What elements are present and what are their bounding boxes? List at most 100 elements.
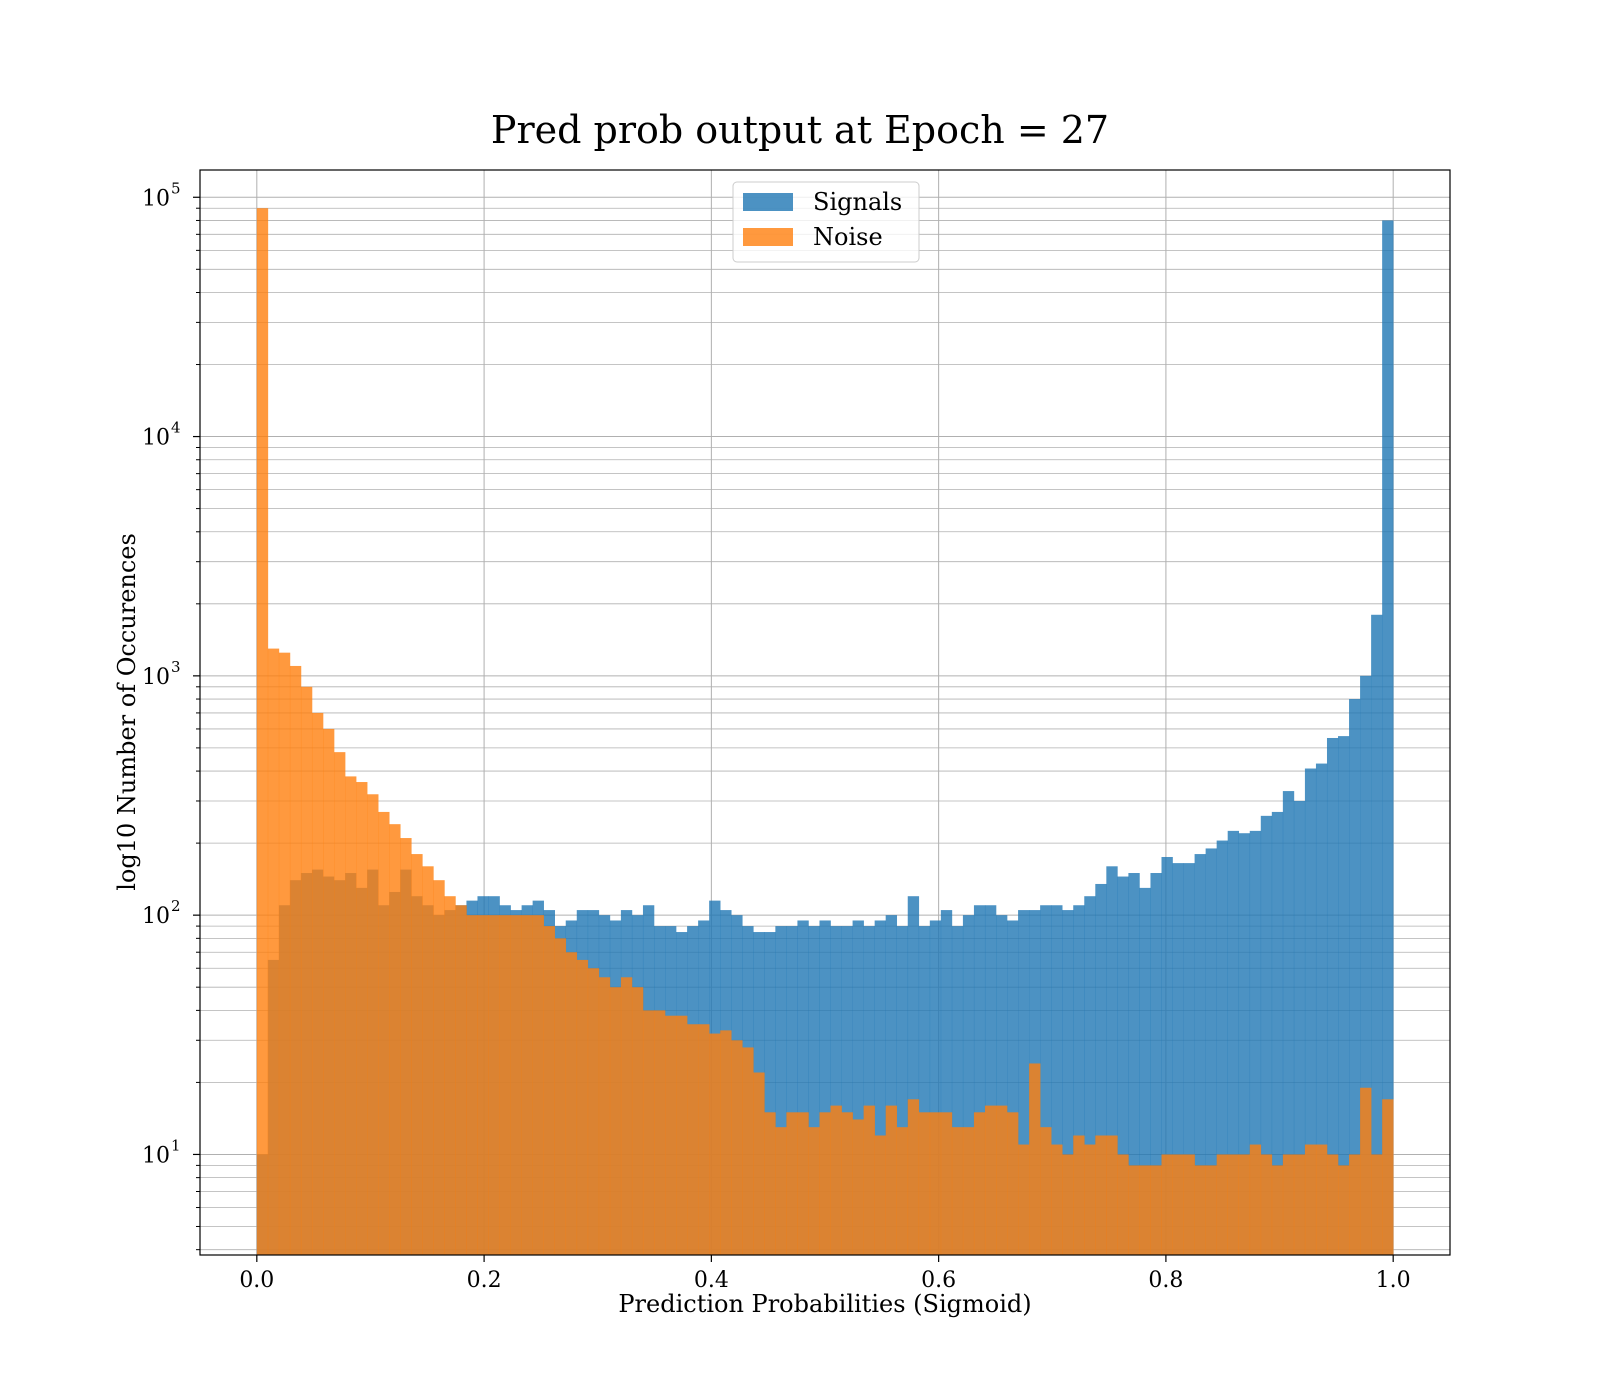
histogram-bar — [356, 782, 368, 1255]
histogram-bar — [1260, 1154, 1273, 1255]
legend-label-noise: Noise — [813, 223, 883, 251]
histogram-bar — [830, 926, 842, 1255]
histogram-bar — [1051, 905, 1063, 1255]
histogram-bar — [256, 208, 269, 1255]
histogram-bar — [1304, 1144, 1317, 1255]
legend-label-signals: Signals — [813, 188, 902, 216]
histogram-bar — [940, 1112, 953, 1255]
histogram-bar — [1249, 1144, 1262, 1255]
histogram-bar — [962, 915, 975, 1255]
histogram-bar — [764, 1112, 776, 1255]
histogram-bar — [587, 968, 600, 1255]
histogram-bar — [1293, 1154, 1306, 1255]
histogram-bar — [543, 926, 555, 1255]
histogram-bar — [852, 920, 864, 1255]
histogram-bar — [278, 652, 291, 1255]
histogram-bar — [631, 987, 644, 1255]
histogram-bar — [1051, 1144, 1063, 1255]
legend-swatch-noise — [743, 228, 793, 246]
histogram-bar — [907, 896, 920, 1255]
histogram-bar — [1073, 905, 1085, 1255]
histogram-bar — [885, 915, 898, 1255]
y-tick-label: 10 — [142, 426, 170, 451]
histogram-bar — [323, 728, 335, 1255]
histogram-bar — [830, 1105, 842, 1255]
histogram-bar — [731, 1040, 743, 1255]
histogram-bar — [300, 686, 313, 1255]
histogram-bar — [709, 1033, 721, 1255]
histogram-bar — [1194, 854, 1206, 1255]
histogram-bar — [334, 752, 346, 1255]
histogram-bar — [400, 838, 412, 1255]
histogram-bar — [1018, 910, 1030, 1255]
histogram-bar — [1360, 1087, 1372, 1255]
histogram-bar — [808, 1127, 820, 1255]
histogram-bar — [1106, 1135, 1118, 1255]
histogram-bar — [1007, 1112, 1019, 1255]
histogram-bar — [1227, 1154, 1240, 1255]
histogram-bar — [510, 915, 522, 1255]
histogram-bar — [918, 926, 931, 1255]
histogram-bar — [996, 915, 1008, 1255]
histogram-bar — [565, 952, 578, 1255]
histogram-bar — [797, 920, 809, 1255]
histogram-bar — [742, 1047, 754, 1255]
histogram-bar — [1150, 1165, 1162, 1255]
histogram-bar — [720, 1030, 732, 1255]
histogram-bar — [698, 1024, 710, 1255]
histogram-bar — [598, 977, 611, 1255]
histogram-bar — [1128, 1165, 1140, 1255]
histogram-bar — [1106, 866, 1118, 1255]
histogram-bar — [422, 866, 434, 1255]
histogram-bar — [521, 915, 533, 1255]
histogram-bar — [852, 1119, 864, 1255]
histogram-bar — [1150, 873, 1162, 1255]
histogram-bar — [808, 926, 820, 1255]
legend: Signals Noise — [732, 181, 920, 263]
histogram-bar — [951, 926, 964, 1255]
histogram-bar — [918, 1112, 931, 1255]
histogram-bar — [378, 811, 390, 1255]
histogram-bar — [576, 959, 589, 1255]
histogram-bar — [1249, 830, 1262, 1255]
histogram-bar — [1062, 910, 1074, 1255]
y-tick-exponent: 5 — [171, 179, 181, 197]
histogram-bar — [676, 1015, 688, 1255]
histogram-bar — [1172, 863, 1184, 1255]
histogram-bar — [896, 926, 909, 1255]
histogram-bar — [433, 880, 445, 1255]
histogram-bar — [1095, 1135, 1107, 1255]
histogram-bar — [1095, 883, 1107, 1255]
histogram-bar — [1227, 830, 1240, 1255]
histogram-bar — [962, 1127, 975, 1255]
histogram-bar — [1326, 737, 1339, 1255]
histogram-bar — [775, 926, 787, 1255]
histogram-bar — [896, 1127, 909, 1255]
histogram-bar — [1338, 736, 1350, 1255]
histogram-bar — [1326, 1154, 1339, 1255]
histogram-bar — [1084, 1144, 1096, 1255]
histogram-bar — [444, 896, 456, 1255]
legend-swatch-signals — [743, 193, 793, 211]
histogram-bar — [1205, 1165, 1217, 1255]
histogram-bar — [841, 926, 853, 1255]
histogram-bar — [411, 854, 423, 1255]
histogram-bar — [797, 1112, 809, 1255]
y-tick-exponent: 1 — [171, 1136, 181, 1154]
histogram-bar — [488, 915, 500, 1255]
histogram-bar — [841, 1112, 853, 1255]
histogram-bar — [786, 926, 798, 1255]
histogram-bar — [1139, 887, 1151, 1255]
histogram-bar — [1172, 1154, 1184, 1255]
histogram-bar — [819, 920, 831, 1255]
histogram-bar — [1282, 1154, 1295, 1255]
histogram-bar — [620, 977, 633, 1255]
x-tick-label: 0.2 — [467, 1268, 502, 1293]
histogram-bar — [819, 1112, 831, 1255]
histogram-bar — [1304, 768, 1317, 1255]
histogram-bar — [455, 905, 467, 1255]
histogram-bar — [532, 915, 544, 1255]
histogram-bar — [665, 1015, 677, 1255]
histogram-bar — [1349, 699, 1361, 1255]
